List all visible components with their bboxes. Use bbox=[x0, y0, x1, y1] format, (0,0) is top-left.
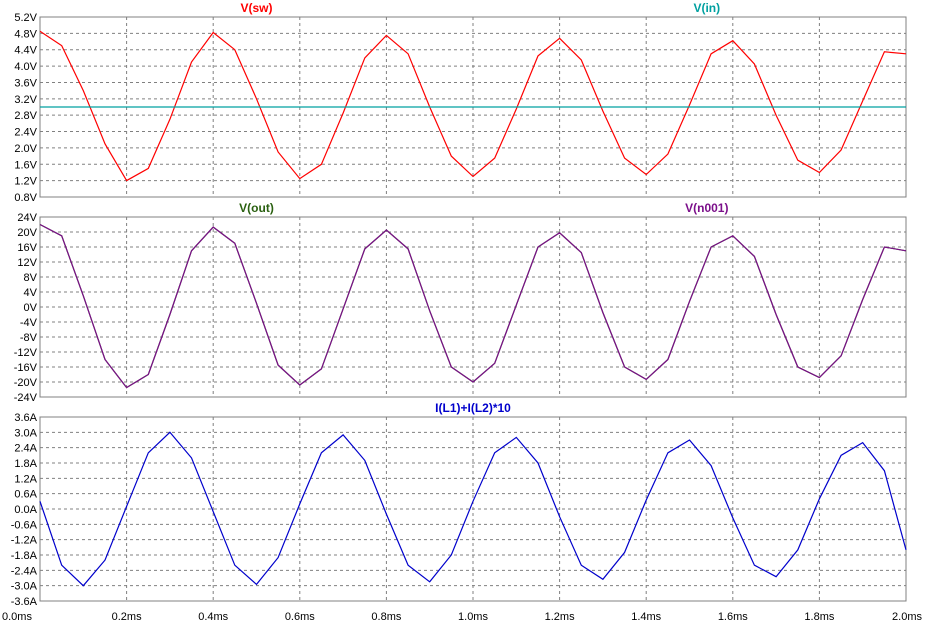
y-tick-label: 1.2A bbox=[14, 473, 37, 485]
y-tick-label: -3.0A bbox=[11, 581, 38, 593]
trace-title[interactable]: V(n001) bbox=[685, 201, 728, 215]
y-tick-label: -3.6A bbox=[11, 596, 38, 608]
y-tick-label: 4.4V bbox=[14, 45, 37, 57]
trace-title[interactable]: I(L1)+I(L2)*10 bbox=[435, 401, 511, 415]
x-tick-label: 0.8ms bbox=[371, 611, 401, 623]
y-tick-label: 3.0A bbox=[14, 427, 37, 439]
y-tick-label: 0.8V bbox=[14, 192, 37, 204]
y-tick-label: 24V bbox=[17, 212, 37, 224]
x-tick-label: 2.0ms bbox=[892, 611, 922, 623]
y-tick-label: 1.8A bbox=[14, 458, 37, 470]
x-tick-label: 1.4ms bbox=[631, 611, 661, 623]
trace-title[interactable]: V(out) bbox=[239, 201, 274, 215]
y-tick-label: 0.0A bbox=[14, 504, 37, 516]
x-tick-label: 0.0ms bbox=[2, 611, 32, 623]
y-tick-label: -0.6A bbox=[11, 519, 38, 531]
y-tick-label: 8V bbox=[24, 272, 38, 284]
y-tick-label: -4V bbox=[20, 317, 38, 329]
y-tick-label: -1.8A bbox=[11, 550, 38, 562]
x-tick-label: 0.2ms bbox=[112, 611, 142, 623]
y-tick-label: 3.6V bbox=[14, 77, 37, 89]
trace-v-sw-[interactable] bbox=[39, 30, 907, 182]
y-tick-label: 4V bbox=[24, 287, 38, 299]
y-tick-label: 2.8V bbox=[14, 110, 37, 122]
y-tick-label: 3.2V bbox=[14, 94, 37, 106]
y-tick-label: 12V bbox=[17, 257, 37, 269]
y-tick-label: 1.2V bbox=[14, 176, 37, 188]
y-tick-label: 5.2V bbox=[14, 12, 37, 24]
y-tick-label: -16V bbox=[14, 362, 38, 374]
y-tick-label: 0.6A bbox=[14, 489, 37, 501]
y-tick-label: 0V bbox=[24, 302, 38, 314]
y-tick-label: -8V bbox=[20, 332, 38, 344]
y-tick-label: 4.8V bbox=[14, 28, 37, 40]
x-tick-label: 0.4ms bbox=[198, 611, 228, 623]
trace-i-l1-i-l2-10[interactable] bbox=[39, 431, 907, 587]
x-tick-label: 1.0ms bbox=[458, 611, 488, 623]
x-tick-label: 1.6ms bbox=[718, 611, 748, 623]
y-tick-label: 16V bbox=[17, 242, 37, 254]
y-tick-label: 2.4A bbox=[14, 443, 37, 455]
y-tick-label: -2.4A bbox=[11, 565, 38, 577]
y-tick-label: 2.4V bbox=[14, 127, 37, 139]
y-tick-label: -1.2A bbox=[11, 535, 38, 547]
x-tick-label: 1.8ms bbox=[804, 611, 834, 623]
y-tick-label: 3.6A bbox=[14, 412, 37, 424]
y-tick-label: 20V bbox=[17, 227, 37, 239]
trace-v-n001-[interactable] bbox=[39, 223, 907, 389]
trace-title[interactable]: V(in) bbox=[693, 1, 720, 15]
x-tick-label: 0.6ms bbox=[285, 611, 315, 623]
y-tick-label: -20V bbox=[14, 377, 38, 389]
trace-title[interactable]: V(sw) bbox=[240, 1, 272, 15]
y-tick-label: -24V bbox=[14, 392, 38, 404]
y-tick-label: 2.0V bbox=[14, 143, 37, 155]
y-tick-label: 4.0V bbox=[14, 61, 37, 73]
y-tick-label: 1.6V bbox=[14, 159, 37, 171]
y-tick-label: -12V bbox=[14, 347, 38, 359]
x-tick-label: 1.2ms bbox=[545, 611, 575, 623]
